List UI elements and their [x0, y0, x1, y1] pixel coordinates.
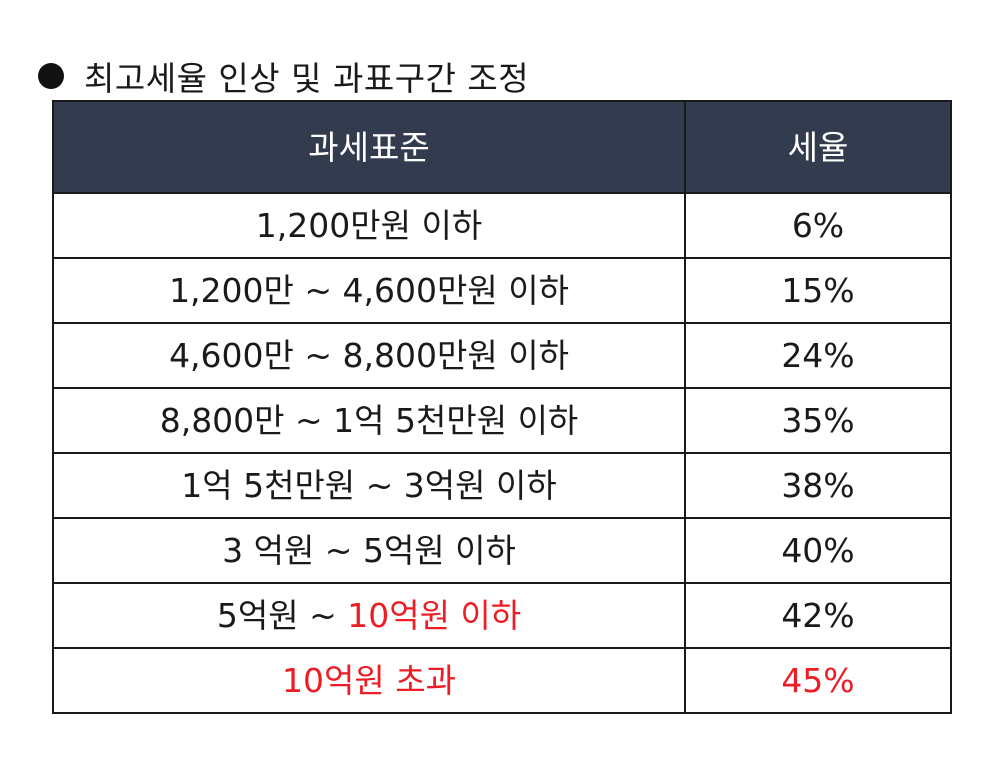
tax-bracket-cell: 4,600만 ~ 8,800만원 이하	[52, 322, 686, 389]
table-row-highlighted: 10억원 초과 45%	[52, 647, 952, 714]
table-row: 1,200만원 이하 6%	[52, 192, 952, 259]
tax-rate-cell: 45%	[684, 647, 952, 714]
tax-bracket-cell: 10억원 초과	[52, 647, 686, 714]
bracket-prefix-text: 5억원 ~	[216, 596, 348, 635]
bracket-highlight-text: 10억원 이하	[347, 596, 522, 635]
tax-rate-cell: 42%	[684, 582, 952, 649]
tax-rate-cell: 24%	[684, 322, 952, 389]
section-heading: 최고세율 인상 및 과표구간 조정	[38, 52, 529, 100]
table-header-row: 과세표준 세율	[52, 100, 952, 194]
tax-rate-cell: 35%	[684, 387, 952, 454]
table-row: 1,200만 ~ 4,600만원 이하 15%	[52, 257, 952, 324]
tax-bracket-cell: 1,200만 ~ 4,600만원 이하	[52, 257, 686, 324]
tax-bracket-cell: 3 억원 ~ 5억원 이하	[52, 517, 686, 584]
table-row: 4,600만 ~ 8,800만원 이하 24%	[52, 322, 952, 389]
tax-rate-cell: 40%	[684, 517, 952, 584]
tax-bracket-cell: 5억원 ~ 10억원 이하	[52, 582, 686, 649]
section-title: 최고세율 인상 및 과표구간 조정	[84, 59, 530, 98]
tax-rate-cell: 38%	[684, 452, 952, 519]
column-header-tax-base: 과세표준	[52, 100, 686, 194]
tax-bracket-cell: 8,800만 ~ 1억 5천만원 이하	[52, 387, 686, 454]
tax-rate-cell: 6%	[684, 192, 952, 259]
table-row: 3 억원 ~ 5억원 이하 40%	[52, 517, 952, 584]
column-header-tax-rate: 세율	[684, 100, 952, 194]
tax-bracket-cell: 1억 5천만원 ~ 3억원 이하	[52, 452, 686, 519]
table-row: 8,800만 ~ 1억 5천만원 이하 35%	[52, 387, 952, 454]
tax-rate-cell: 15%	[684, 257, 952, 324]
tax-rate-table: 과세표준 세율 1,200만원 이하 6% 1,200만 ~ 4,600만원 이…	[52, 100, 952, 714]
bullet-icon	[38, 63, 64, 89]
tax-bracket-cell: 1,200만원 이하	[52, 192, 686, 259]
table-row: 5억원 ~ 10억원 이하 42%	[52, 582, 952, 649]
table-row: 1억 5천만원 ~ 3억원 이하 38%	[52, 452, 952, 519]
